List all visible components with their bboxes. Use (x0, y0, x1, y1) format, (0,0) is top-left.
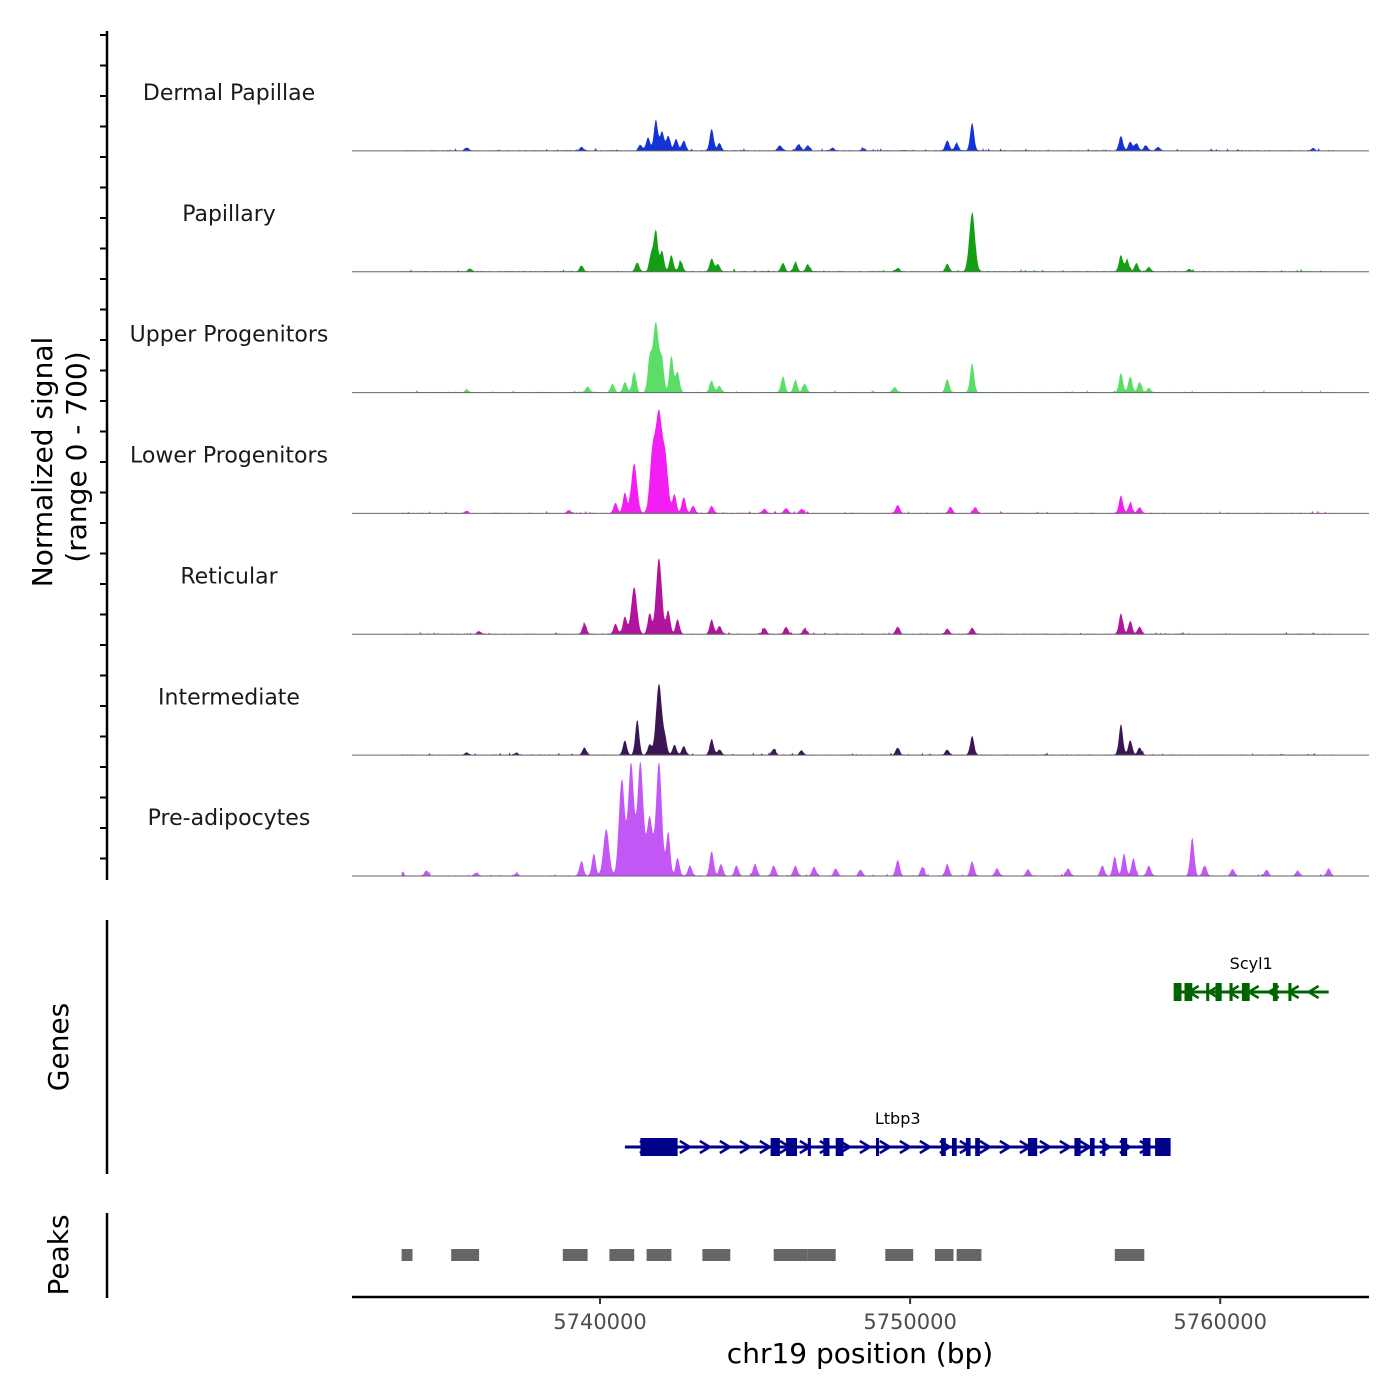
track-intermediate: Intermediate (158, 683, 1369, 756)
strand-chevron (1306, 984, 1320, 1000)
peak-region (702, 1249, 731, 1261)
exon-block (1173, 983, 1182, 1001)
peaks-panel-label: Peaks (42, 1214, 75, 1295)
track-papillary: Papillary (182, 202, 1369, 273)
peak-region (885, 1249, 914, 1261)
exon-block (1272, 983, 1278, 1001)
signal-y-axis (100, 31, 109, 880)
exon-block (807, 1138, 811, 1156)
signal-area (401, 322, 1335, 393)
signal-area (401, 761, 1335, 876)
strand-chevron (1059, 1139, 1073, 1155)
peak-region (956, 1249, 982, 1261)
track-label: Lower Progenitors (130, 444, 328, 469)
gene-track: Scyl1 Ltbp3 (624, 954, 1329, 1156)
peak-region (401, 1249, 413, 1261)
strand-chevron (819, 1139, 833, 1155)
exon-block (876, 1138, 880, 1156)
peak-region (451, 1249, 480, 1261)
exon-block (941, 1138, 946, 1156)
track-dermal-papillae: Dermal Papillae (143, 81, 1369, 152)
peaks-track (401, 1249, 1145, 1261)
signal-area (401, 409, 1335, 514)
peak-region (807, 1249, 836, 1261)
signal-area (401, 120, 1335, 151)
gene-scyl1: Scyl1 (1173, 954, 1329, 1001)
strand-chevron (1079, 1139, 1093, 1155)
strand-chevron (1226, 984, 1240, 1000)
strand-chevron (1039, 1139, 1053, 1155)
track-lower-progenitors: Lower Progenitors (130, 409, 1369, 514)
strand-chevron (679, 1139, 693, 1155)
gene-ltbp3: Ltbp3 (624, 1109, 1171, 1156)
strand-chevron (899, 1139, 913, 1155)
x-axis-ticks: 5740000 5750000 5760000 (553, 1297, 1267, 1334)
x-axis-tick-label: 5740000 (553, 1310, 647, 1334)
track-label: Pre-adipocytes (148, 806, 311, 831)
exon-block (1027, 1138, 1038, 1156)
peak-region (646, 1249, 672, 1261)
exon-block (1229, 983, 1233, 1001)
y-axis-title-line1: Normalized signal (26, 337, 59, 588)
exon-block (786, 1138, 797, 1156)
strand-chevron (739, 1139, 753, 1155)
genes-panel-label: Genes (42, 1003, 75, 1091)
track-label: Intermediate (158, 685, 300, 710)
peak-region (934, 1249, 954, 1261)
peak-region (1114, 1249, 1145, 1261)
exon-block (1206, 983, 1210, 1001)
x-axis-tick-label: 5760000 (1173, 1310, 1267, 1334)
peak-region (562, 1249, 588, 1261)
track-label: Upper Progenitors (130, 323, 329, 348)
signal-area (401, 212, 1335, 272)
exon-block (640, 1138, 678, 1156)
exon-block (975, 1138, 980, 1156)
signal-y-ticks (100, 34, 107, 860)
signal-area (401, 558, 1335, 635)
track-reticular: Reticular (180, 558, 1369, 635)
strand-chevron (859, 1139, 873, 1155)
exon-block (1241, 983, 1250, 1001)
exon-block (1288, 983, 1292, 1001)
gene-name-label: Ltbp3 (875, 1109, 921, 1128)
strand-chevron (999, 1139, 1013, 1155)
peak-region (773, 1249, 808, 1261)
signal-tracks: Dermal Papillae Papillary Upper Progenitor… (130, 81, 1369, 877)
exon-block (1215, 983, 1222, 1001)
exon-block (965, 1138, 971, 1156)
track-label: Dermal Papillae (143, 81, 315, 106)
x-axis-tick-label: 5750000 (863, 1310, 957, 1334)
exon-block (770, 1138, 780, 1156)
track-label: Reticular (180, 564, 278, 589)
exon-block (1074, 1138, 1081, 1156)
strand-chevron (719, 1139, 733, 1155)
track-upper-progenitors: Upper Progenitors (130, 322, 1369, 394)
peak-region (609, 1249, 635, 1261)
strand-chevron (699, 1139, 713, 1155)
strand-chevron (879, 1139, 893, 1155)
y-axis-title-line2: (range 0 - 700) (60, 351, 93, 562)
signal-area (401, 683, 1335, 756)
strand-chevron (979, 1139, 993, 1155)
exon-block (835, 1138, 844, 1156)
track-pre-adipocytes: Pre-adipocytes (148, 761, 1369, 877)
track-label: Papillary (182, 202, 276, 227)
exon-block (1155, 1138, 1171, 1156)
gene-name-label: Scyl1 (1230, 954, 1273, 973)
exon-block (1184, 983, 1193, 1001)
strand-chevron (759, 1139, 773, 1155)
exon-block (1121, 1138, 1128, 1156)
x-axis-title: chr19 position (bp) (727, 1337, 993, 1370)
exon-block (1142, 1138, 1151, 1156)
strand-chevron (919, 1139, 933, 1155)
exon-block (1089, 1138, 1095, 1156)
exon-block (1102, 1138, 1106, 1156)
exon-block (952, 1138, 957, 1156)
exon-block (823, 1138, 830, 1156)
